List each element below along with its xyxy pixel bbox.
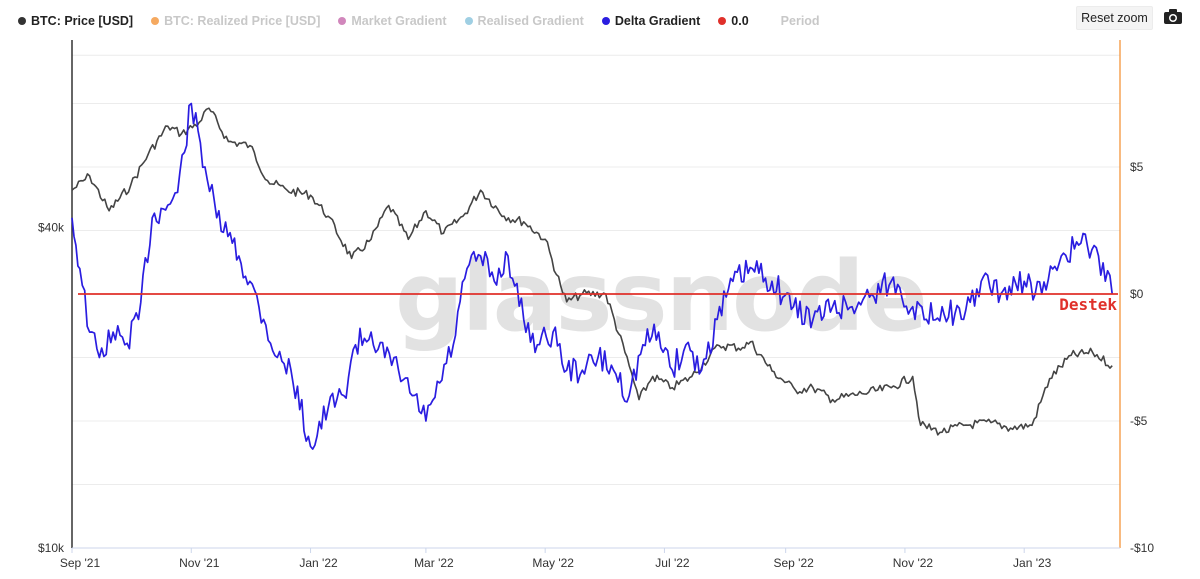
chart-legend: BTC: Price [USD] BTC: Realized Price [USD… xyxy=(18,12,838,30)
reset-zoom-button[interactable]: Reset zoom xyxy=(1076,6,1153,30)
x-tick-label: Nov '22 xyxy=(893,556,934,570)
x-tick-label: Sep '21 xyxy=(60,556,101,570)
x-tick-label: May '22 xyxy=(532,556,574,570)
x-tick-label: Nov '21 xyxy=(179,556,220,570)
x-tick-label: Jan '23 xyxy=(1013,556,1052,570)
left-tick-label: $10k xyxy=(38,541,65,555)
legend-label: Market Gradient xyxy=(351,14,447,28)
legend-item-3[interactable]: Realised Gradient xyxy=(464,14,584,28)
right-tick-label: -$5 xyxy=(1130,414,1148,428)
x-tick-label: Jul '22 xyxy=(655,556,690,570)
legend-item-1[interactable]: BTC: Realized Price [USD] xyxy=(151,14,320,28)
legend-item-0[interactable]: BTC: Price [USD] xyxy=(18,14,133,28)
right-tick-label: $0 xyxy=(1130,287,1144,301)
delta-gradient-line xyxy=(71,102,1114,450)
legend-dot-icon xyxy=(464,17,473,25)
legend-dot-icon xyxy=(151,17,160,25)
destek-annotation: Destek xyxy=(1059,295,1117,314)
camera-icon[interactable] xyxy=(1164,9,1182,24)
legend-label: Period xyxy=(780,14,820,28)
x-tick-label: Sep '22 xyxy=(773,556,814,570)
right-tick-label: -$10 xyxy=(1130,541,1154,555)
legend-item-6[interactable]: Period xyxy=(781,14,820,28)
x-tick-label: Jan '22 xyxy=(299,556,338,570)
legend-dot-icon xyxy=(601,17,610,25)
legend-label: 0.0 xyxy=(731,14,749,28)
legend-dot-icon xyxy=(18,17,26,25)
legend-label: BTC: Price [USD] xyxy=(31,14,134,28)
x-tick-label: Mar '22 xyxy=(414,556,454,570)
left-tick-label: $40k xyxy=(38,220,65,234)
legend-item-4[interactable]: Delta Gradient xyxy=(601,14,701,28)
legend-item-2[interactable]: Market Gradient xyxy=(338,14,447,28)
legend-label: Delta Gradient xyxy=(614,14,701,28)
legend-label: BTC: Realized Price [USD] xyxy=(164,14,321,28)
legend-label: Realised Gradient xyxy=(477,14,584,28)
legend-item-5[interactable]: 0.0 xyxy=(718,14,749,28)
legend-dot-icon xyxy=(718,17,727,25)
right-tick-label: $5 xyxy=(1130,160,1144,174)
legend-dot-icon xyxy=(338,17,347,25)
